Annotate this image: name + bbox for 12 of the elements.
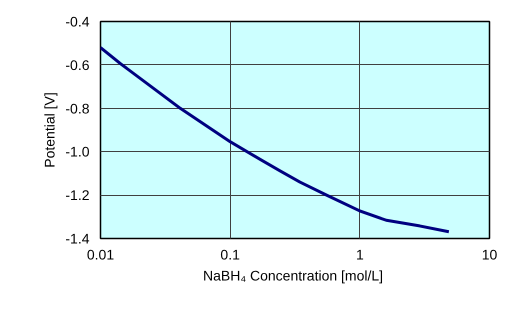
y-tick-label: -0.6: [65, 56, 90, 73]
x-tick-label: 0.1: [220, 246, 240, 262]
y-tick-label: -1.0: [65, 144, 90, 160]
y-tick-label: -0.8: [65, 100, 90, 116]
y-tick-label: -1.2: [65, 187, 90, 204]
x-tick-label: 10: [482, 246, 498, 262]
x-tick-label: 1: [356, 246, 364, 262]
y-tick-label: -0.4: [65, 14, 90, 30]
x-tick-label: 0.01: [86, 246, 114, 262]
y-axis-title: Potential [V]: [41, 92, 58, 168]
x-axis-title: NaBH₄ Concentration [mol/L]: [203, 268, 384, 284]
y-tick-label: -1.4: [65, 230, 90, 246]
